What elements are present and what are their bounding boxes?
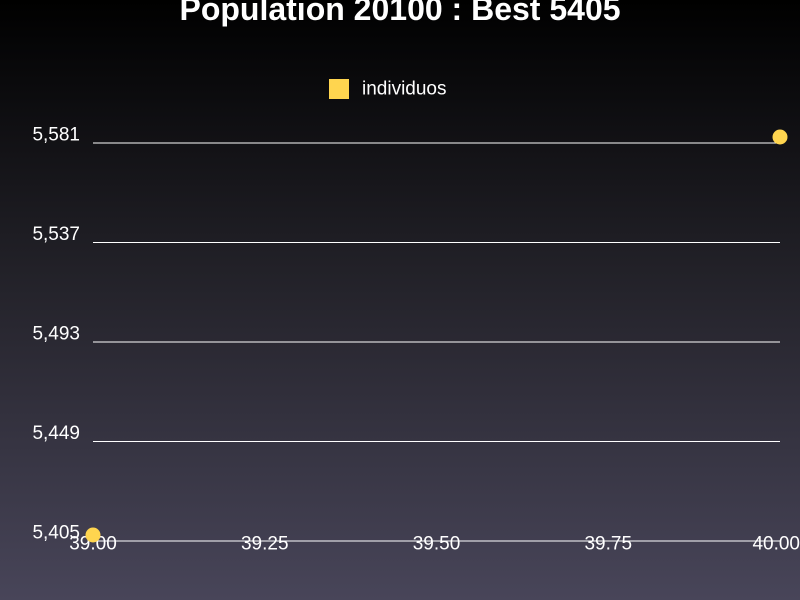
y-axis-ticks: 5,405 5,449 5,493 5,537 5,581: [32, 125, 80, 544]
legend-label: individuos: [362, 79, 447, 100]
x-axis-ticks: 39.00 39.25 39.50 39.75 40.00: [69, 534, 800, 555]
y-tick-label: 5,449: [32, 423, 80, 444]
x-tick-label: 40.00: [752, 534, 800, 555]
legend: individuos: [329, 79, 447, 100]
grid: [93, 142, 780, 542]
y-tick-label: 5,405: [32, 523, 80, 544]
data-point: [85, 527, 101, 543]
legend-marker: [329, 79, 349, 99]
data-point: [772, 129, 788, 145]
y-tick-label: 5,581: [32, 125, 80, 146]
x-tick-label: 39.25: [241, 534, 289, 555]
data-points: [85, 129, 788, 543]
x-tick-label: 39.00: [69, 534, 117, 555]
x-tick-label: 39.50: [413, 534, 461, 555]
chart-title: Population 20100 : Best 5405: [179, 0, 620, 27]
x-tick-label: 39.75: [584, 534, 632, 555]
y-tick-label: 5,493: [32, 324, 80, 345]
y-tick-label: 5,537: [32, 224, 80, 245]
